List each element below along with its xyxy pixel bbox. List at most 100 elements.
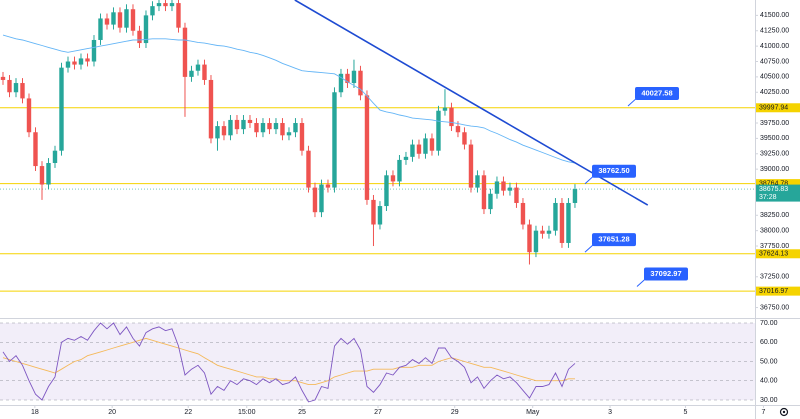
y-tick-label: 41000.00 bbox=[760, 43, 789, 50]
candle-body bbox=[72, 61, 77, 65]
candle-body bbox=[7, 79, 12, 93]
candle-body bbox=[553, 202, 558, 231]
callout-box bbox=[644, 267, 688, 281]
candle-body bbox=[260, 123, 266, 133]
y-tick-label: 37250.00 bbox=[760, 274, 789, 281]
x-tick-label: 5 bbox=[684, 409, 688, 416]
candle-body bbox=[455, 126, 461, 133]
candle-body bbox=[449, 107, 454, 127]
callout-box bbox=[592, 164, 636, 178]
moving-average bbox=[2, 34, 576, 164]
y-tick-label: 40500.00 bbox=[760, 74, 789, 81]
candle-body bbox=[33, 132, 38, 167]
candle-body bbox=[494, 181, 500, 194]
x-tick-label: 7 bbox=[761, 409, 765, 416]
candle-body bbox=[442, 107, 448, 111]
candle-body bbox=[462, 132, 467, 145]
y-tick-label: 40750.00 bbox=[760, 58, 789, 65]
x-tick-label: May bbox=[526, 409, 540, 416]
candle-body bbox=[520, 202, 526, 225]
candle-body bbox=[104, 18, 110, 25]
candle-body bbox=[163, 3, 168, 7]
rsi-line bbox=[2, 322, 576, 403]
y-tick-label: 41500.00 bbox=[760, 12, 789, 19]
candle-body bbox=[267, 123, 272, 130]
candle-body bbox=[208, 79, 214, 139]
candle-body bbox=[13, 83, 19, 93]
candle-body bbox=[98, 18, 103, 40]
countdown: 37:28 bbox=[759, 194, 777, 201]
candle-body bbox=[169, 3, 175, 7]
candle-body bbox=[247, 119, 253, 124]
candle-body bbox=[390, 175, 396, 182]
level-label: 38764.78 bbox=[759, 180, 788, 187]
candle-body bbox=[254, 123, 259, 133]
candle-body bbox=[195, 64, 201, 71]
candle-body bbox=[65, 61, 71, 68]
rsi-tick-label: 50.00 bbox=[760, 358, 778, 365]
candle-body bbox=[312, 187, 318, 213]
candle-body bbox=[46, 162, 51, 185]
candle-body bbox=[546, 230, 552, 234]
y-tick-label: 36750.00 bbox=[760, 304, 789, 311]
callout: 38762.50 bbox=[584, 164, 636, 185]
candle-body bbox=[202, 64, 207, 80]
last-price-label: 38675.83 bbox=[759, 186, 788, 193]
candle-body bbox=[533, 230, 539, 253]
callout-label: 37651.28 bbox=[598, 235, 629, 244]
x-tick-label: 29 bbox=[451, 409, 459, 416]
candle-body bbox=[20, 83, 25, 99]
callout-box bbox=[592, 233, 636, 247]
candle-body bbox=[143, 15, 149, 44]
candle-body bbox=[410, 144, 415, 157]
candle-body bbox=[286, 132, 292, 136]
rsi-tick-label: 40.00 bbox=[760, 378, 778, 385]
candle-body bbox=[325, 184, 331, 188]
callout-label: 37092.97 bbox=[650, 269, 681, 278]
candle-body bbox=[345, 73, 350, 84]
settings-ring bbox=[779, 407, 789, 417]
y-tick-label: 37750.00 bbox=[760, 243, 789, 250]
candle-body bbox=[377, 206, 383, 225]
settings-dot bbox=[782, 410, 786, 414]
x-tick-label: 25 bbox=[298, 409, 306, 416]
candle-body bbox=[39, 166, 45, 185]
x-tick-label: 3 bbox=[608, 409, 612, 416]
y-tick-label: 39750.00 bbox=[760, 120, 789, 127]
level-label: 37016.97 bbox=[759, 288, 788, 295]
candle-body bbox=[566, 202, 571, 243]
candle-body bbox=[501, 181, 506, 191]
candle-body bbox=[572, 189, 578, 203]
candle-body bbox=[137, 30, 142, 44]
candle-body bbox=[338, 73, 344, 93]
candle-body bbox=[130, 9, 136, 31]
candle-body bbox=[124, 9, 129, 28]
candle-body bbox=[299, 123, 305, 151]
candle-body bbox=[273, 123, 279, 130]
settings-icon[interactable] bbox=[779, 407, 789, 417]
candle-body bbox=[111, 12, 116, 25]
candle-body bbox=[332, 92, 337, 188]
y-tick-label: 40250.00 bbox=[760, 89, 789, 96]
rsi-tick-label: 30.00 bbox=[760, 397, 778, 404]
candle-body bbox=[176, 3, 181, 28]
x-tick-label: 27 bbox=[374, 409, 382, 416]
candle-body bbox=[423, 138, 428, 154]
level-box bbox=[756, 103, 800, 113]
candle-body bbox=[91, 39, 97, 62]
candle-body bbox=[228, 119, 233, 136]
rsi-tick-label: 70.00 bbox=[760, 320, 778, 327]
candle-body bbox=[234, 119, 240, 130]
x-tick-label: 20 bbox=[108, 409, 116, 416]
candle-body bbox=[293, 123, 298, 133]
rsi-tick-label: 60.00 bbox=[760, 339, 778, 346]
y-tick-label: 39500.00 bbox=[760, 135, 789, 142]
candle-body bbox=[416, 144, 422, 154]
candle-body bbox=[117, 12, 123, 28]
level-box bbox=[756, 179, 800, 189]
candle-body bbox=[26, 98, 32, 133]
x-tick-label: 22 bbox=[184, 409, 192, 416]
last-price-box bbox=[756, 184, 800, 202]
